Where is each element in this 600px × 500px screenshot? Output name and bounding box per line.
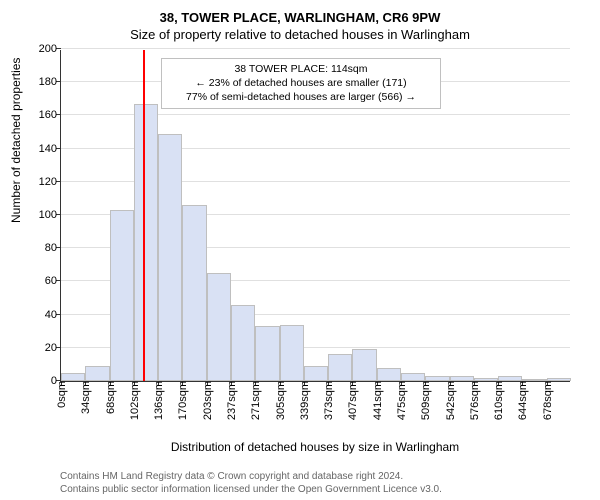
x-tick-label: 271sqm — [248, 381, 262, 420]
x-tick-label: 678sqm — [540, 381, 554, 420]
x-tick-label: 407sqm — [345, 381, 359, 420]
annotation-line: ← 23% of detached houses are smaller (17… — [168, 76, 434, 90]
x-tick-label: 542sqm — [443, 381, 457, 420]
x-tick-label: 0sqm — [54, 381, 68, 408]
chart-subtitle: Size of property relative to detached ho… — [0, 25, 600, 42]
histogram-bar — [85, 366, 109, 381]
x-tick-label: 102sqm — [127, 381, 141, 420]
x-tick-label: 441sqm — [370, 381, 384, 420]
y-tick-label: 100 — [39, 209, 61, 221]
x-tick-label: 203sqm — [200, 381, 214, 420]
histogram-bar — [280, 325, 304, 381]
histogram-bar — [255, 326, 279, 381]
x-tick-label: 237sqm — [224, 381, 238, 420]
histogram-bar — [61, 373, 85, 381]
footer-license: Contains public sector information licen… — [60, 483, 442, 496]
x-tick-label: 509sqm — [418, 381, 432, 420]
property-marker-line — [143, 50, 145, 381]
y-tick-label: 40 — [45, 309, 61, 321]
y-tick-label: 160 — [39, 109, 61, 121]
annotation-line: 38 TOWER PLACE: 114sqm — [168, 62, 434, 76]
annotation-box: 38 TOWER PLACE: 114sqm← 23% of detached … — [161, 58, 441, 109]
histogram-bar — [182, 205, 206, 381]
chart-title: 38, TOWER PLACE, WARLINGHAM, CR6 9PW — [0, 0, 600, 25]
y-tick-label: 180 — [39, 76, 61, 88]
x-tick-label: 136sqm — [151, 381, 165, 420]
histogram-bar — [207, 273, 231, 381]
y-tick-label: 20 — [45, 342, 61, 354]
x-tick-label: 68sqm — [103, 381, 117, 414]
y-tick-label: 120 — [39, 176, 61, 188]
histogram-bar — [304, 366, 328, 381]
gridline — [61, 48, 570, 49]
histogram-bar — [158, 134, 182, 381]
x-axis-label: Distribution of detached houses by size … — [60, 440, 570, 454]
x-tick-label: 644sqm — [515, 381, 529, 420]
histogram-bar — [231, 305, 255, 381]
histogram-bar — [134, 104, 158, 381]
histogram-bar — [328, 354, 352, 381]
property-size-chart: 38, TOWER PLACE, WARLINGHAM, CR6 9PW Siz… — [0, 0, 600, 500]
x-tick-label: 339sqm — [297, 381, 311, 420]
y-tick-label: 60 — [45, 275, 61, 287]
histogram-bar — [110, 210, 134, 381]
y-axis-label: Number of detached properties — [9, 207, 23, 223]
x-tick-label: 475sqm — [394, 381, 408, 420]
histogram-bar — [401, 373, 425, 381]
histogram-bar — [377, 368, 401, 381]
y-tick-label: 140 — [39, 143, 61, 155]
x-tick-label: 170sqm — [175, 381, 189, 420]
plot-area: 0204060801001201401601802000sqm34sqm68sq… — [60, 50, 570, 382]
histogram-bar — [352, 349, 376, 381]
x-tick-label: 34sqm — [78, 381, 92, 414]
x-tick-label: 576sqm — [467, 381, 481, 420]
x-tick-label: 373sqm — [321, 381, 335, 420]
footer-copyright: Contains HM Land Registry data © Crown c… — [60, 470, 442, 483]
chart-footer: Contains HM Land Registry data © Crown c… — [60, 470, 442, 496]
x-tick-label: 610sqm — [491, 381, 505, 420]
y-tick-label: 200 — [39, 43, 61, 55]
x-tick-label: 305sqm — [273, 381, 287, 420]
annotation-line: 77% of semi-detached houses are larger (… — [168, 90, 434, 104]
y-tick-label: 80 — [45, 242, 61, 254]
